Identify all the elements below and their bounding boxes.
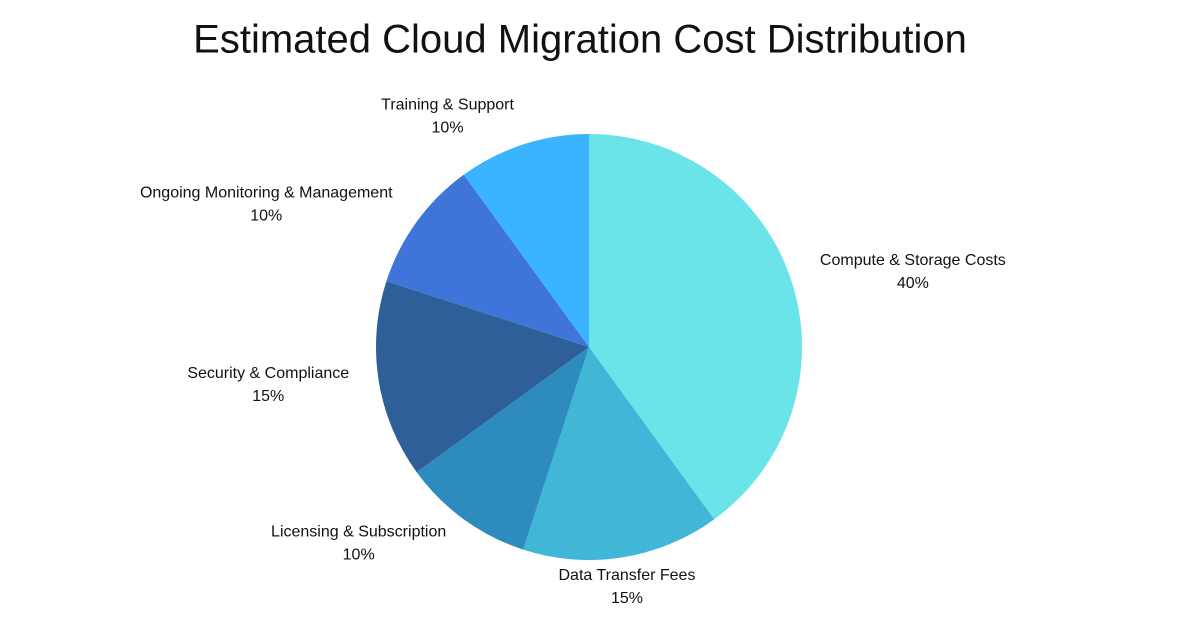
slice-label: Licensing & Subscription [271, 524, 446, 541]
slice-value-label: 15% [252, 388, 284, 405]
pie-slice [416, 347, 589, 550]
slice-value-label: 40% [897, 275, 929, 292]
slice-label: Data Transfer Fees [559, 567, 696, 584]
pie-slice [376, 281, 589, 473]
slice-label: Ongoing Monitoring & Management [140, 184, 393, 201]
slice-value-label: 15% [611, 590, 643, 607]
pie-slice [589, 134, 802, 520]
slice-value-label: 10% [432, 119, 464, 136]
chart-title: Estimated Cloud Migration Cost Distribut… [193, 18, 967, 62]
slice-value-label: 10% [250, 207, 282, 224]
slice-label: Training & Support [381, 96, 514, 113]
pie-slice [463, 134, 589, 347]
slice-label: Compute & Storage Costs [820, 252, 1006, 269]
pie-slice [523, 347, 715, 560]
slice-label: Security & Compliance [187, 365, 349, 382]
slice-value-label: 10% [343, 547, 375, 564]
pie-slice [386, 174, 589, 347]
